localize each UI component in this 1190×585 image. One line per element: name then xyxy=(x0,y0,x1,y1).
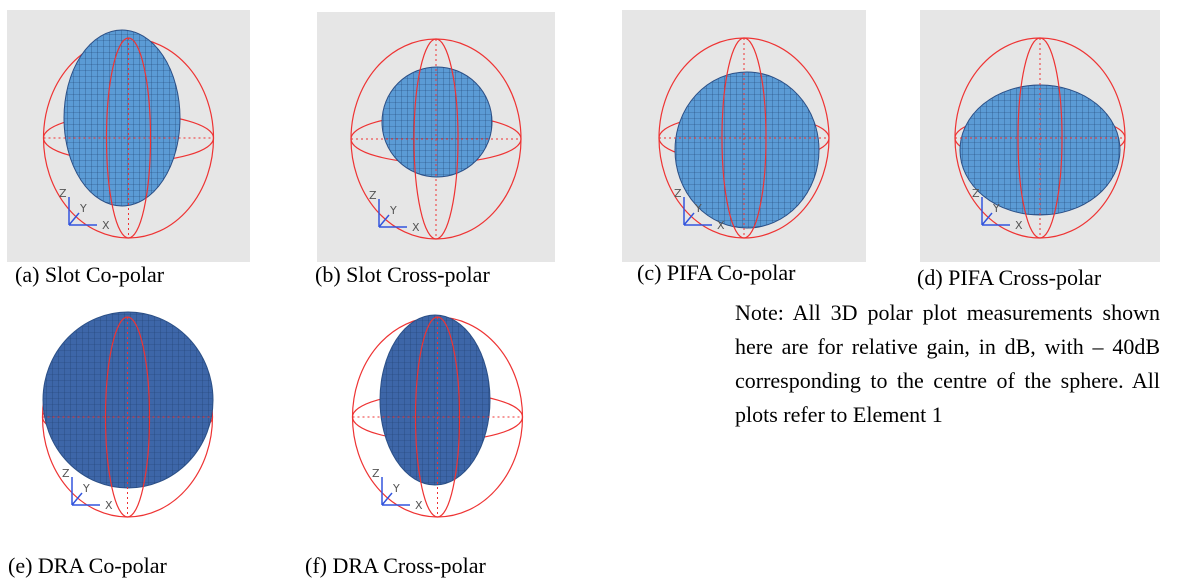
polar-plot: ZY X xyxy=(10,290,245,540)
axis-label: Z xyxy=(674,187,682,200)
caption: (e) DRA Co-polar xyxy=(8,553,167,579)
caption: (a) Slot Co-polar xyxy=(15,262,164,288)
axis-label: Y xyxy=(389,204,397,217)
axis-label: Y xyxy=(79,202,87,215)
axis-label: Z xyxy=(369,189,377,202)
axis-label: Y xyxy=(694,202,702,215)
axis-label: Y xyxy=(392,482,400,495)
axis-label: Z xyxy=(59,187,67,200)
caption: (f) DRA Cross-polar xyxy=(305,553,486,579)
axis-label: X xyxy=(412,221,420,234)
polar-plot: ZY X xyxy=(7,10,250,262)
axis-label: Z xyxy=(972,187,980,200)
axis-label: X xyxy=(102,219,110,232)
polar-plot: ZY X xyxy=(317,12,555,262)
axis-label: Z xyxy=(372,467,380,480)
axis-label: X xyxy=(105,499,113,512)
note: Note: All 3D polar plot measurements sho… xyxy=(735,296,1160,432)
polar-plot: ZY X xyxy=(320,290,555,540)
caption: (d) PIFA Cross-polar xyxy=(917,265,1101,291)
page: {"panels": [ {"caption": "(a) Slot Co-po… xyxy=(0,0,1190,585)
caption: (c) PIFA Co-polar xyxy=(637,260,795,286)
gain-pattern xyxy=(380,315,490,485)
axis-label: Y xyxy=(82,482,90,495)
axis-label: X xyxy=(717,219,725,232)
gain-pattern xyxy=(382,67,492,177)
polar-plot: ZY X xyxy=(622,10,866,262)
polar-plot: ZY X xyxy=(920,10,1160,262)
gain-pattern xyxy=(64,30,180,206)
caption: (b) Slot Cross-polar xyxy=(315,262,490,288)
axis-label: Z xyxy=(62,467,70,480)
axis-label: X xyxy=(415,499,423,512)
axis-label: Y xyxy=(992,202,1000,215)
axis-label: X xyxy=(1015,219,1023,232)
